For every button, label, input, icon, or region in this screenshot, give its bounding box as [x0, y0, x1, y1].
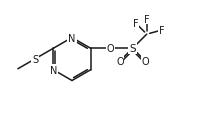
Text: N: N — [68, 33, 76, 43]
Text: N: N — [50, 65, 57, 75]
Text: O: O — [141, 56, 149, 66]
Text: S: S — [129, 44, 136, 54]
Text: F: F — [133, 19, 139, 29]
Text: O: O — [116, 56, 124, 66]
Text: F: F — [159, 26, 164, 36]
Text: F: F — [144, 14, 150, 24]
Text: S: S — [32, 54, 38, 64]
Text: O: O — [107, 44, 114, 54]
